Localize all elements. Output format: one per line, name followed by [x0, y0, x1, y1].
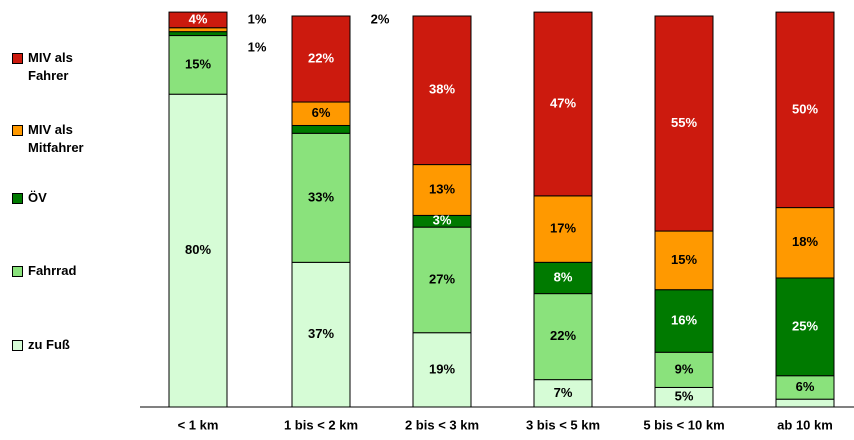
- data-label: 18%: [792, 234, 818, 249]
- bar-segment: [168, 35, 228, 95]
- bar-segment: [654, 15, 714, 232]
- data-label: 37%: [308, 326, 334, 341]
- bar-segment: [412, 226, 472, 334]
- data-label: 50%: [792, 101, 818, 116]
- legend-swatch: [12, 193, 23, 204]
- data-label: 2%: [371, 11, 390, 26]
- bar-segment: [291, 261, 351, 408]
- data-label: 17%: [550, 221, 576, 236]
- bar-segment: [775, 398, 835, 408]
- bar-segment: [775, 277, 835, 377]
- data-label: 6%: [312, 105, 331, 120]
- legend-swatch: [12, 340, 23, 351]
- data-label: 15%: [185, 56, 211, 71]
- bar-segment: [654, 351, 714, 388]
- legend-item: Fahrrad: [12, 262, 122, 280]
- data-label: 38%: [429, 82, 455, 97]
- legend-label: zu Fuß: [28, 337, 70, 352]
- data-label: 13%: [429, 181, 455, 196]
- legend-label: MIV als Fahrer: [28, 50, 73, 83]
- data-label: 7%: [554, 385, 573, 400]
- x-tick-label: 3 bis < 5 km: [526, 417, 600, 432]
- data-label: 6%: [796, 379, 815, 394]
- data-label: 33%: [308, 189, 334, 204]
- bar-segment: [291, 15, 351, 103]
- bar-segment: [412, 164, 472, 216]
- data-label: 15%: [671, 252, 697, 267]
- bar-segment: [654, 289, 714, 353]
- data-label: 80%: [185, 242, 211, 257]
- bar-segment: [291, 132, 351, 263]
- bar-segment: [168, 27, 228, 33]
- bar-segment: [775, 207, 835, 279]
- data-label: 3%: [433, 213, 452, 228]
- bar-segment: [291, 124, 351, 134]
- data-label: 55%: [671, 115, 697, 130]
- data-label: 22%: [308, 50, 334, 65]
- data-label: 1%: [248, 11, 267, 26]
- data-label: 5%: [675, 389, 694, 404]
- bar-segment: [533, 11, 593, 197]
- x-tick-label: 5 bis < 10 km: [643, 417, 724, 432]
- data-label: 1%: [248, 39, 267, 54]
- legend-label: MIV als Mitfahrer: [28, 122, 84, 155]
- data-label: 47%: [550, 95, 576, 110]
- data-label: 22%: [550, 328, 576, 343]
- legend-swatch: [12, 53, 23, 64]
- legend-item: zu Fuß: [12, 336, 122, 354]
- legend-item: ÖV: [12, 189, 122, 207]
- x-tick-label: 2 bis < 3 km: [405, 417, 479, 432]
- bar-segment: [654, 230, 714, 291]
- legend-item: MIV als Mitfahrer: [12, 121, 122, 157]
- legend-swatch: [12, 266, 23, 277]
- bar-segment: [168, 11, 228, 29]
- data-label: 16%: [671, 312, 697, 327]
- bar-segment: [412, 332, 472, 408]
- legend-label: Fahrrad: [28, 263, 77, 278]
- bar-segment: [533, 261, 593, 295]
- bar-segment: [533, 293, 593, 381]
- bar-segment: [168, 93, 228, 408]
- x-tick-label: 1 bis < 2 km: [284, 417, 358, 432]
- bar-segment: [533, 195, 593, 263]
- bar-segment: [412, 15, 472, 166]
- bar-segment: [168, 31, 228, 37]
- data-label: 25%: [792, 318, 818, 333]
- legend-item: MIV als Fahrer: [12, 49, 122, 85]
- data-label: 8%: [554, 269, 573, 284]
- data-label: 4%: [189, 11, 208, 26]
- bar-segment: [775, 11, 835, 209]
- data-label: 9%: [675, 361, 694, 376]
- legend-label: ÖV: [28, 190, 47, 205]
- legend-swatch: [12, 125, 23, 136]
- x-tick-label: ab 10 km: [777, 417, 833, 432]
- data-label: 27%: [429, 271, 455, 286]
- x-tick-label: < 1 km: [178, 417, 219, 432]
- data-label: 19%: [429, 361, 455, 376]
